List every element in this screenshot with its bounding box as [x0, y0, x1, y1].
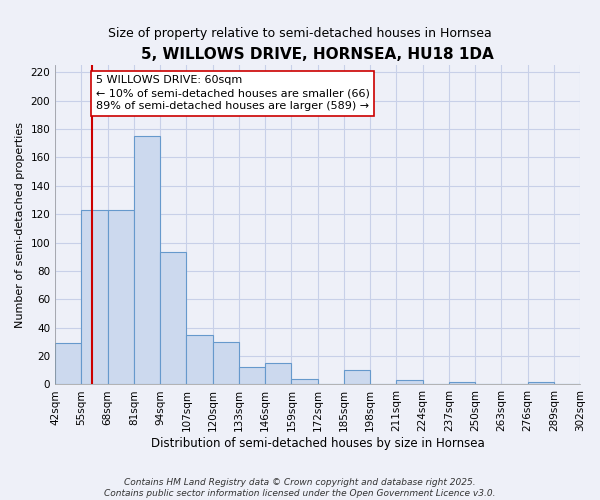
- Bar: [449, 382, 475, 384]
- Text: 5 WILLOWS DRIVE: 60sqm
← 10% of semi-detached houses are smaller (66)
89% of sem: 5 WILLOWS DRIVE: 60sqm ← 10% of semi-det…: [95, 75, 370, 112]
- Bar: [344, 370, 370, 384]
- Bar: [292, 379, 317, 384]
- Text: Size of property relative to semi-detached houses in Hornsea: Size of property relative to semi-detach…: [108, 28, 492, 40]
- Bar: [160, 252, 187, 384]
- Bar: [107, 210, 134, 384]
- Bar: [55, 344, 82, 384]
- Bar: [265, 363, 292, 384]
- Title: 5, WILLOWS DRIVE, HORNSEA, HU18 1DA: 5, WILLOWS DRIVE, HORNSEA, HU18 1DA: [141, 48, 494, 62]
- X-axis label: Distribution of semi-detached houses by size in Hornsea: Distribution of semi-detached houses by …: [151, 437, 484, 450]
- Bar: [239, 368, 265, 384]
- Bar: [134, 136, 160, 384]
- Bar: [212, 342, 239, 384]
- Bar: [187, 335, 212, 384]
- Y-axis label: Number of semi-detached properties: Number of semi-detached properties: [15, 122, 25, 328]
- Bar: [527, 382, 554, 384]
- Bar: [397, 380, 422, 384]
- Text: Contains HM Land Registry data © Crown copyright and database right 2025.
Contai: Contains HM Land Registry data © Crown c…: [104, 478, 496, 498]
- Bar: [82, 210, 107, 384]
- Bar: [580, 380, 600, 384]
